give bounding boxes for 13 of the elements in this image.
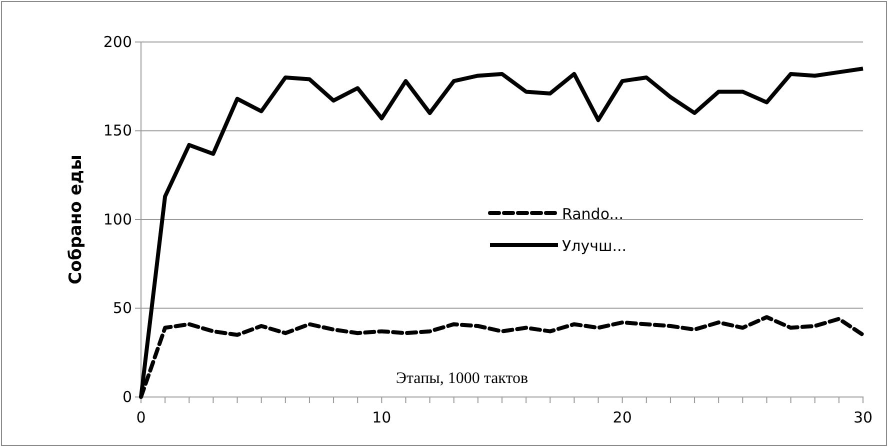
y-tick-label: 150 bbox=[103, 122, 132, 140]
y-tick-label: 0 bbox=[122, 388, 132, 406]
legend-label: Rando... bbox=[562, 205, 624, 223]
y-tick-label: 50 bbox=[112, 299, 132, 318]
legend-label: Улучш... bbox=[562, 237, 626, 255]
y-tick-label: 200 bbox=[103, 32, 132, 51]
x-axis-title: Этапы, 1000 тактов bbox=[396, 370, 529, 387]
x-tick-label: 10 bbox=[372, 408, 392, 426]
x-tick-label: 0 bbox=[136, 408, 146, 426]
x-tick-label: 30 bbox=[853, 408, 873, 426]
x-tick-label: 20 bbox=[612, 408, 632, 426]
y-tick-label: 100 bbox=[103, 210, 132, 228]
y-axis-title: Собрано еды bbox=[66, 154, 86, 284]
